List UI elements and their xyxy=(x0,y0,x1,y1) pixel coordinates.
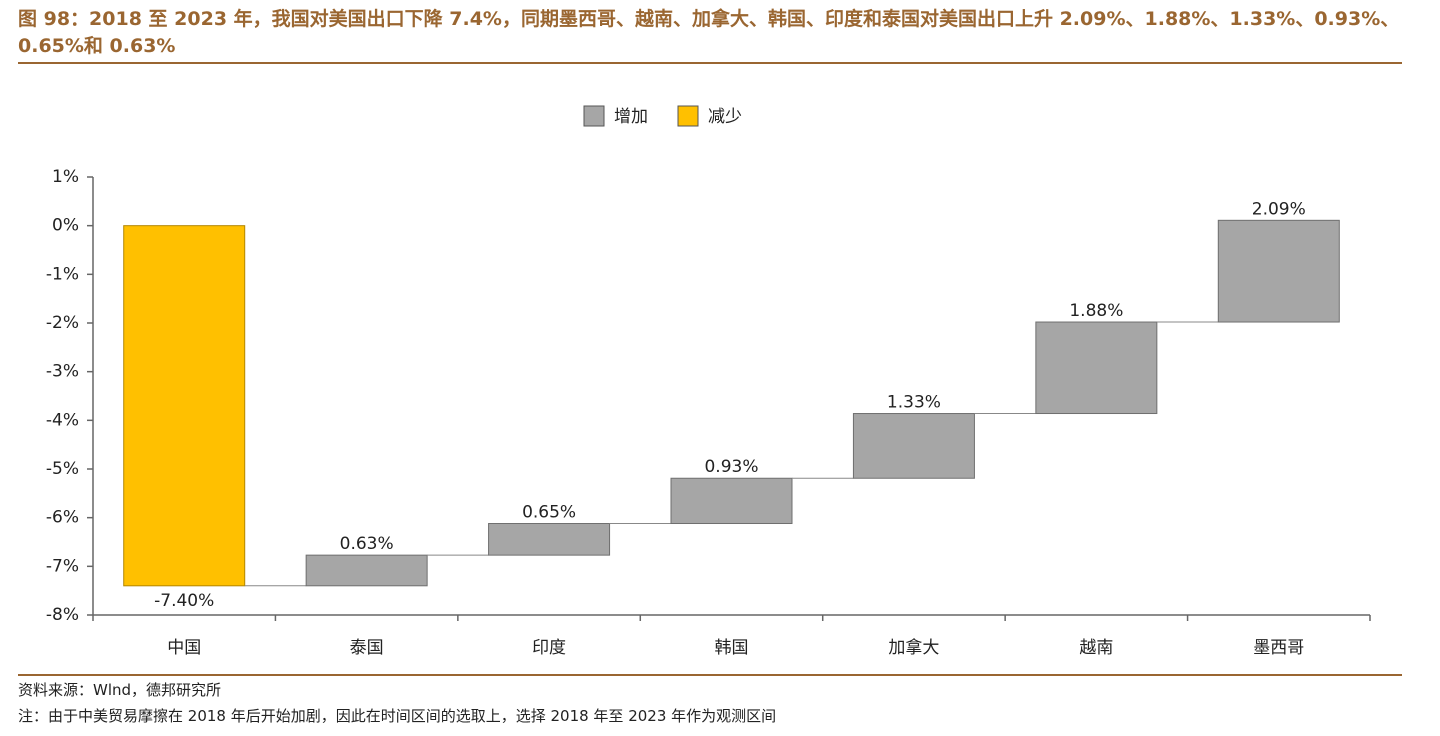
x-tick-label: 中国 xyxy=(167,638,201,658)
value-label: 0.65% xyxy=(522,503,576,523)
legend-swatch xyxy=(677,105,699,127)
x-tick-label: 印度 xyxy=(532,638,566,658)
value-label: 2.09% xyxy=(1252,199,1306,219)
y-tick-label: -3% xyxy=(46,362,79,382)
legend-label: 增加 xyxy=(614,107,648,127)
x-tick-label: 泰国 xyxy=(350,638,384,658)
title-rule xyxy=(18,62,1402,64)
x-tick-label: 韩国 xyxy=(715,638,749,658)
y-tick-label: -4% xyxy=(46,410,79,430)
value-label: 1.88% xyxy=(1069,301,1123,321)
y-tick-label: -7% xyxy=(46,556,79,576)
bar xyxy=(852,413,975,479)
bar xyxy=(670,477,793,525)
y-tick-label: -8% xyxy=(46,605,79,625)
value-label: 1.33% xyxy=(887,393,941,413)
y-tick-label: -6% xyxy=(46,508,79,528)
chart-title: 图 98：2018 至 2023 年，我国对美国出口下降 7.4%，同期墨西哥、… xyxy=(18,8,1400,57)
x-tick-label: 越南 xyxy=(1079,638,1113,658)
source: 资料来源：Wlnd，德邦研究所 xyxy=(18,681,222,699)
y-tick-label: -5% xyxy=(46,459,79,479)
y-tick-label: -1% xyxy=(46,264,79,284)
bar xyxy=(488,523,611,556)
legend-swatch xyxy=(583,105,605,127)
footer-rule xyxy=(18,674,1402,676)
value-label: -7.40% xyxy=(154,591,214,611)
y-tick-label: 1% xyxy=(52,167,79,187)
value-label: 0.63% xyxy=(340,534,394,554)
legend-label: 减少 xyxy=(708,107,742,127)
bar xyxy=(305,554,428,587)
note: 注：由于中美贸易摩擦在 2018 年后开始加剧，因此在时间区间的选取上，选择 2… xyxy=(18,707,777,725)
x-tick-label: 墨西哥 xyxy=(1253,638,1304,658)
y-tick-label: 0% xyxy=(52,216,79,236)
x-tick-label: 加拿大 xyxy=(888,637,939,658)
y-tick-label: -2% xyxy=(46,313,79,333)
bar xyxy=(1217,219,1340,323)
bar xyxy=(123,225,246,587)
bar xyxy=(1035,321,1158,415)
value-label: 0.93% xyxy=(704,457,758,477)
